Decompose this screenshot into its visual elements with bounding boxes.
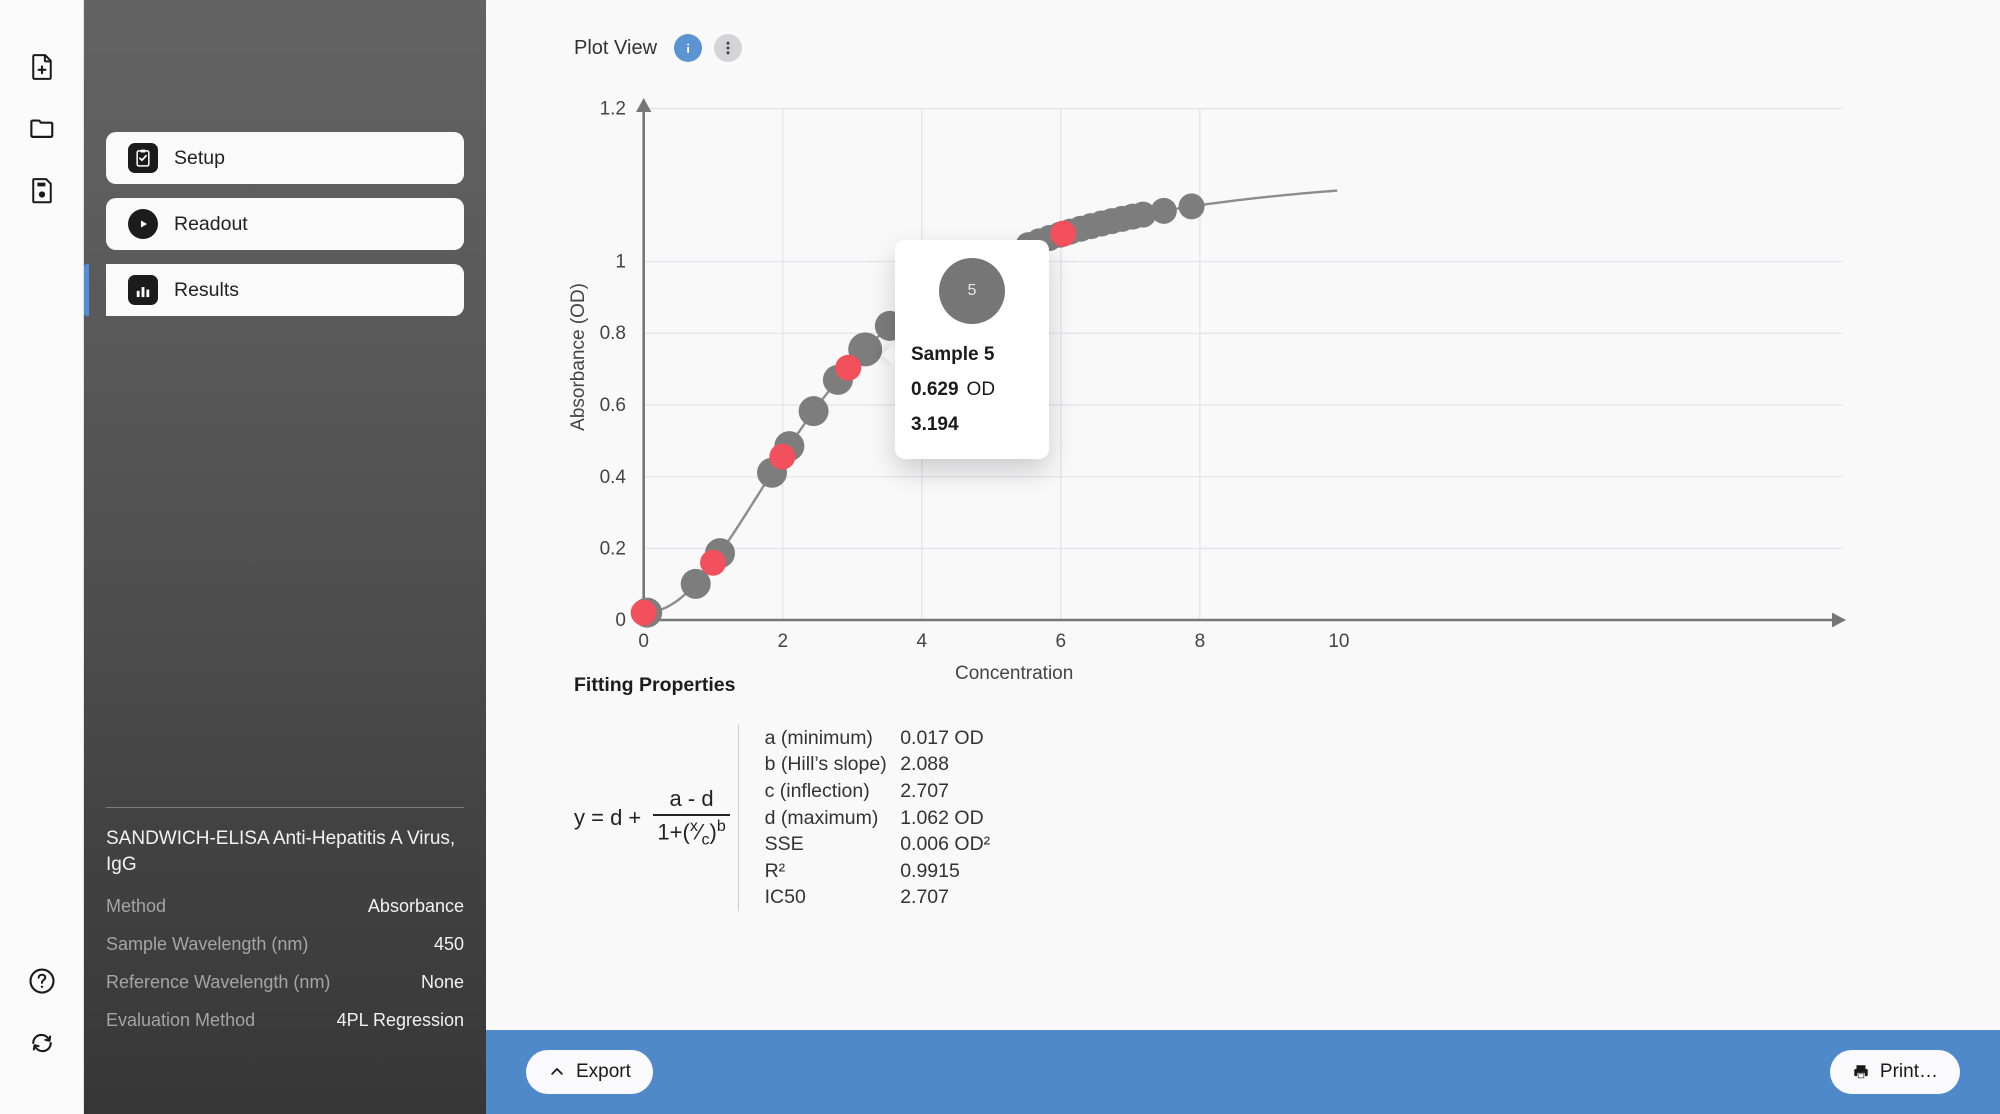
- svg-text:10: 10: [1328, 631, 1349, 652]
- svg-text:1: 1: [615, 252, 626, 273]
- svg-text:4: 4: [917, 631, 928, 652]
- svg-text:0.2: 0.2: [600, 539, 626, 560]
- svg-text:0.8: 0.8: [600, 323, 626, 344]
- svg-text:2: 2: [777, 631, 788, 652]
- svg-text:6: 6: [1056, 631, 1067, 652]
- svg-text:1.2: 1.2: [600, 99, 626, 120]
- svg-text:0: 0: [615, 610, 626, 631]
- svg-text:0.6: 0.6: [600, 395, 626, 416]
- svg-text:0.4: 0.4: [600, 467, 627, 488]
- svg-text:8: 8: [1195, 631, 1206, 652]
- svg-text:0: 0: [638, 631, 649, 652]
